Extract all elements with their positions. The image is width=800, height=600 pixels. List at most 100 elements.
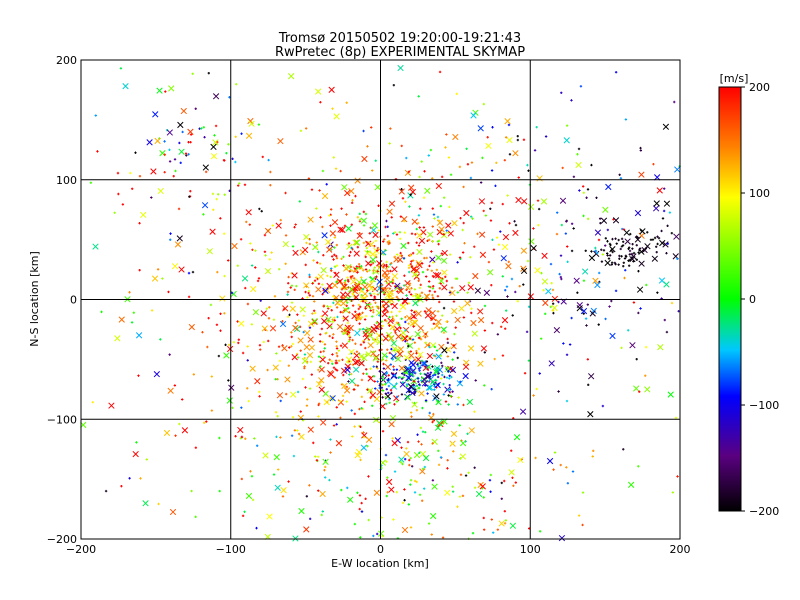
data-point-dot — [383, 264, 386, 267]
data-point-cross — [337, 399, 345, 406]
data-point-dot — [631, 242, 634, 246]
data-point-dot — [132, 311, 136, 314]
data-point-dot — [433, 373, 437, 376]
data-point-cross — [324, 238, 332, 246]
data-point-dot — [424, 384, 427, 387]
grid-lines — [81, 60, 680, 539]
data-point-dot — [248, 223, 251, 226]
data-point-dot — [456, 291, 460, 294]
data-point-cross — [376, 278, 383, 285]
data-point-dot — [483, 304, 487, 308]
data-point-cross — [388, 486, 395, 493]
data-point-cross — [470, 319, 477, 327]
data-point-dot — [491, 531, 495, 534]
data-point-dot — [420, 359, 424, 363]
data-point-dot — [448, 291, 452, 294]
data-point-cross — [210, 153, 218, 160]
data-point-dot — [652, 162, 655, 166]
data-point-dot — [381, 300, 384, 303]
data-point-dot — [284, 262, 287, 266]
data-point-dot — [408, 463, 411, 467]
data-point-cross — [249, 365, 256, 372]
data-point-dot — [389, 269, 392, 273]
data-point-dot — [388, 401, 391, 404]
data-point-dot — [335, 406, 338, 409]
data-point-cross — [546, 457, 554, 465]
data-point-dot — [431, 274, 435, 278]
data-point-dot — [190, 489, 193, 493]
data-point-cross — [513, 434, 521, 441]
data-point-cross — [352, 239, 359, 246]
data-point-dot — [382, 378, 385, 381]
data-point-dot — [417, 214, 421, 217]
data-point-cross — [231, 242, 238, 250]
data-point-dot — [645, 283, 648, 287]
data-point-cross — [360, 217, 368, 224]
data-point-dot — [407, 344, 410, 348]
data-point-cross — [302, 246, 309, 254]
data-point-dot — [335, 345, 338, 348]
data-point-dot — [315, 207, 318, 210]
data-point-dot — [610, 249, 613, 252]
data-point-dot — [343, 329, 346, 332]
data-point-cross — [326, 246, 333, 253]
data-point-cross — [372, 337, 379, 345]
data-point-dot — [240, 477, 244, 481]
data-point-cross — [580, 307, 588, 315]
data-point-dot — [306, 398, 309, 401]
data-point-dot — [330, 267, 333, 270]
data-point-dot — [400, 377, 404, 380]
data-point-dot — [432, 261, 435, 264]
data-point-cross — [321, 192, 329, 200]
data-point-dot — [409, 254, 412, 257]
data-point-cross — [398, 188, 405, 195]
data-point-dot — [386, 348, 389, 351]
data-point-dot — [377, 229, 381, 232]
data-point-dot — [614, 289, 618, 293]
data-point-dot — [644, 374, 647, 377]
data-point-dot — [321, 510, 325, 513]
data-point-cross — [291, 272, 298, 279]
data-point-dot — [440, 377, 443, 380]
data-point-dot — [447, 369, 450, 373]
data-point-dot — [622, 228, 626, 231]
data-point-dot — [315, 276, 318, 279]
data-point-dot — [403, 457, 407, 461]
data-point-dot — [342, 332, 345, 335]
data-point-dot — [383, 293, 386, 296]
data-point-cross — [429, 256, 436, 263]
data-point-dot — [585, 324, 588, 327]
data-point-dot — [270, 251, 273, 254]
data-point-dot — [333, 236, 337, 239]
data-point-dot — [375, 275, 378, 278]
data-point-dot — [439, 456, 443, 459]
data-point-dot — [346, 321, 350, 325]
data-point-dot — [627, 247, 630, 250]
data-point-cross — [187, 128, 194, 135]
x-axis-ticks: −200 −100 0 100 200 — [66, 543, 691, 556]
data-point-dot — [387, 398, 391, 401]
data-point-cross — [408, 352, 415, 359]
data-point-dot — [451, 485, 454, 488]
data-point-dot — [456, 356, 459, 360]
data-point-dot — [273, 295, 277, 298]
data-point-dot — [338, 279, 342, 283]
data-point-dot — [304, 386, 307, 389]
data-point-cross — [444, 346, 452, 353]
data-point-dot — [381, 430, 385, 433]
data-point-cross — [409, 320, 416, 327]
data-point-dot — [476, 232, 479, 236]
data-point-dot — [608, 305, 611, 308]
data-point-dot — [117, 192, 120, 196]
data-point-dot — [653, 236, 657, 240]
data-point-dot — [499, 230, 502, 233]
data-point-dot — [407, 170, 411, 173]
data-point-cross — [276, 392, 284, 399]
data-point-cross — [472, 272, 479, 280]
data-point-dot — [286, 293, 289, 296]
data-point-dot — [417, 95, 420, 98]
data-point-dot — [427, 238, 431, 242]
data-point-dot — [339, 169, 342, 173]
data-point-dot — [385, 263, 388, 267]
data-point-dot — [116, 171, 120, 175]
